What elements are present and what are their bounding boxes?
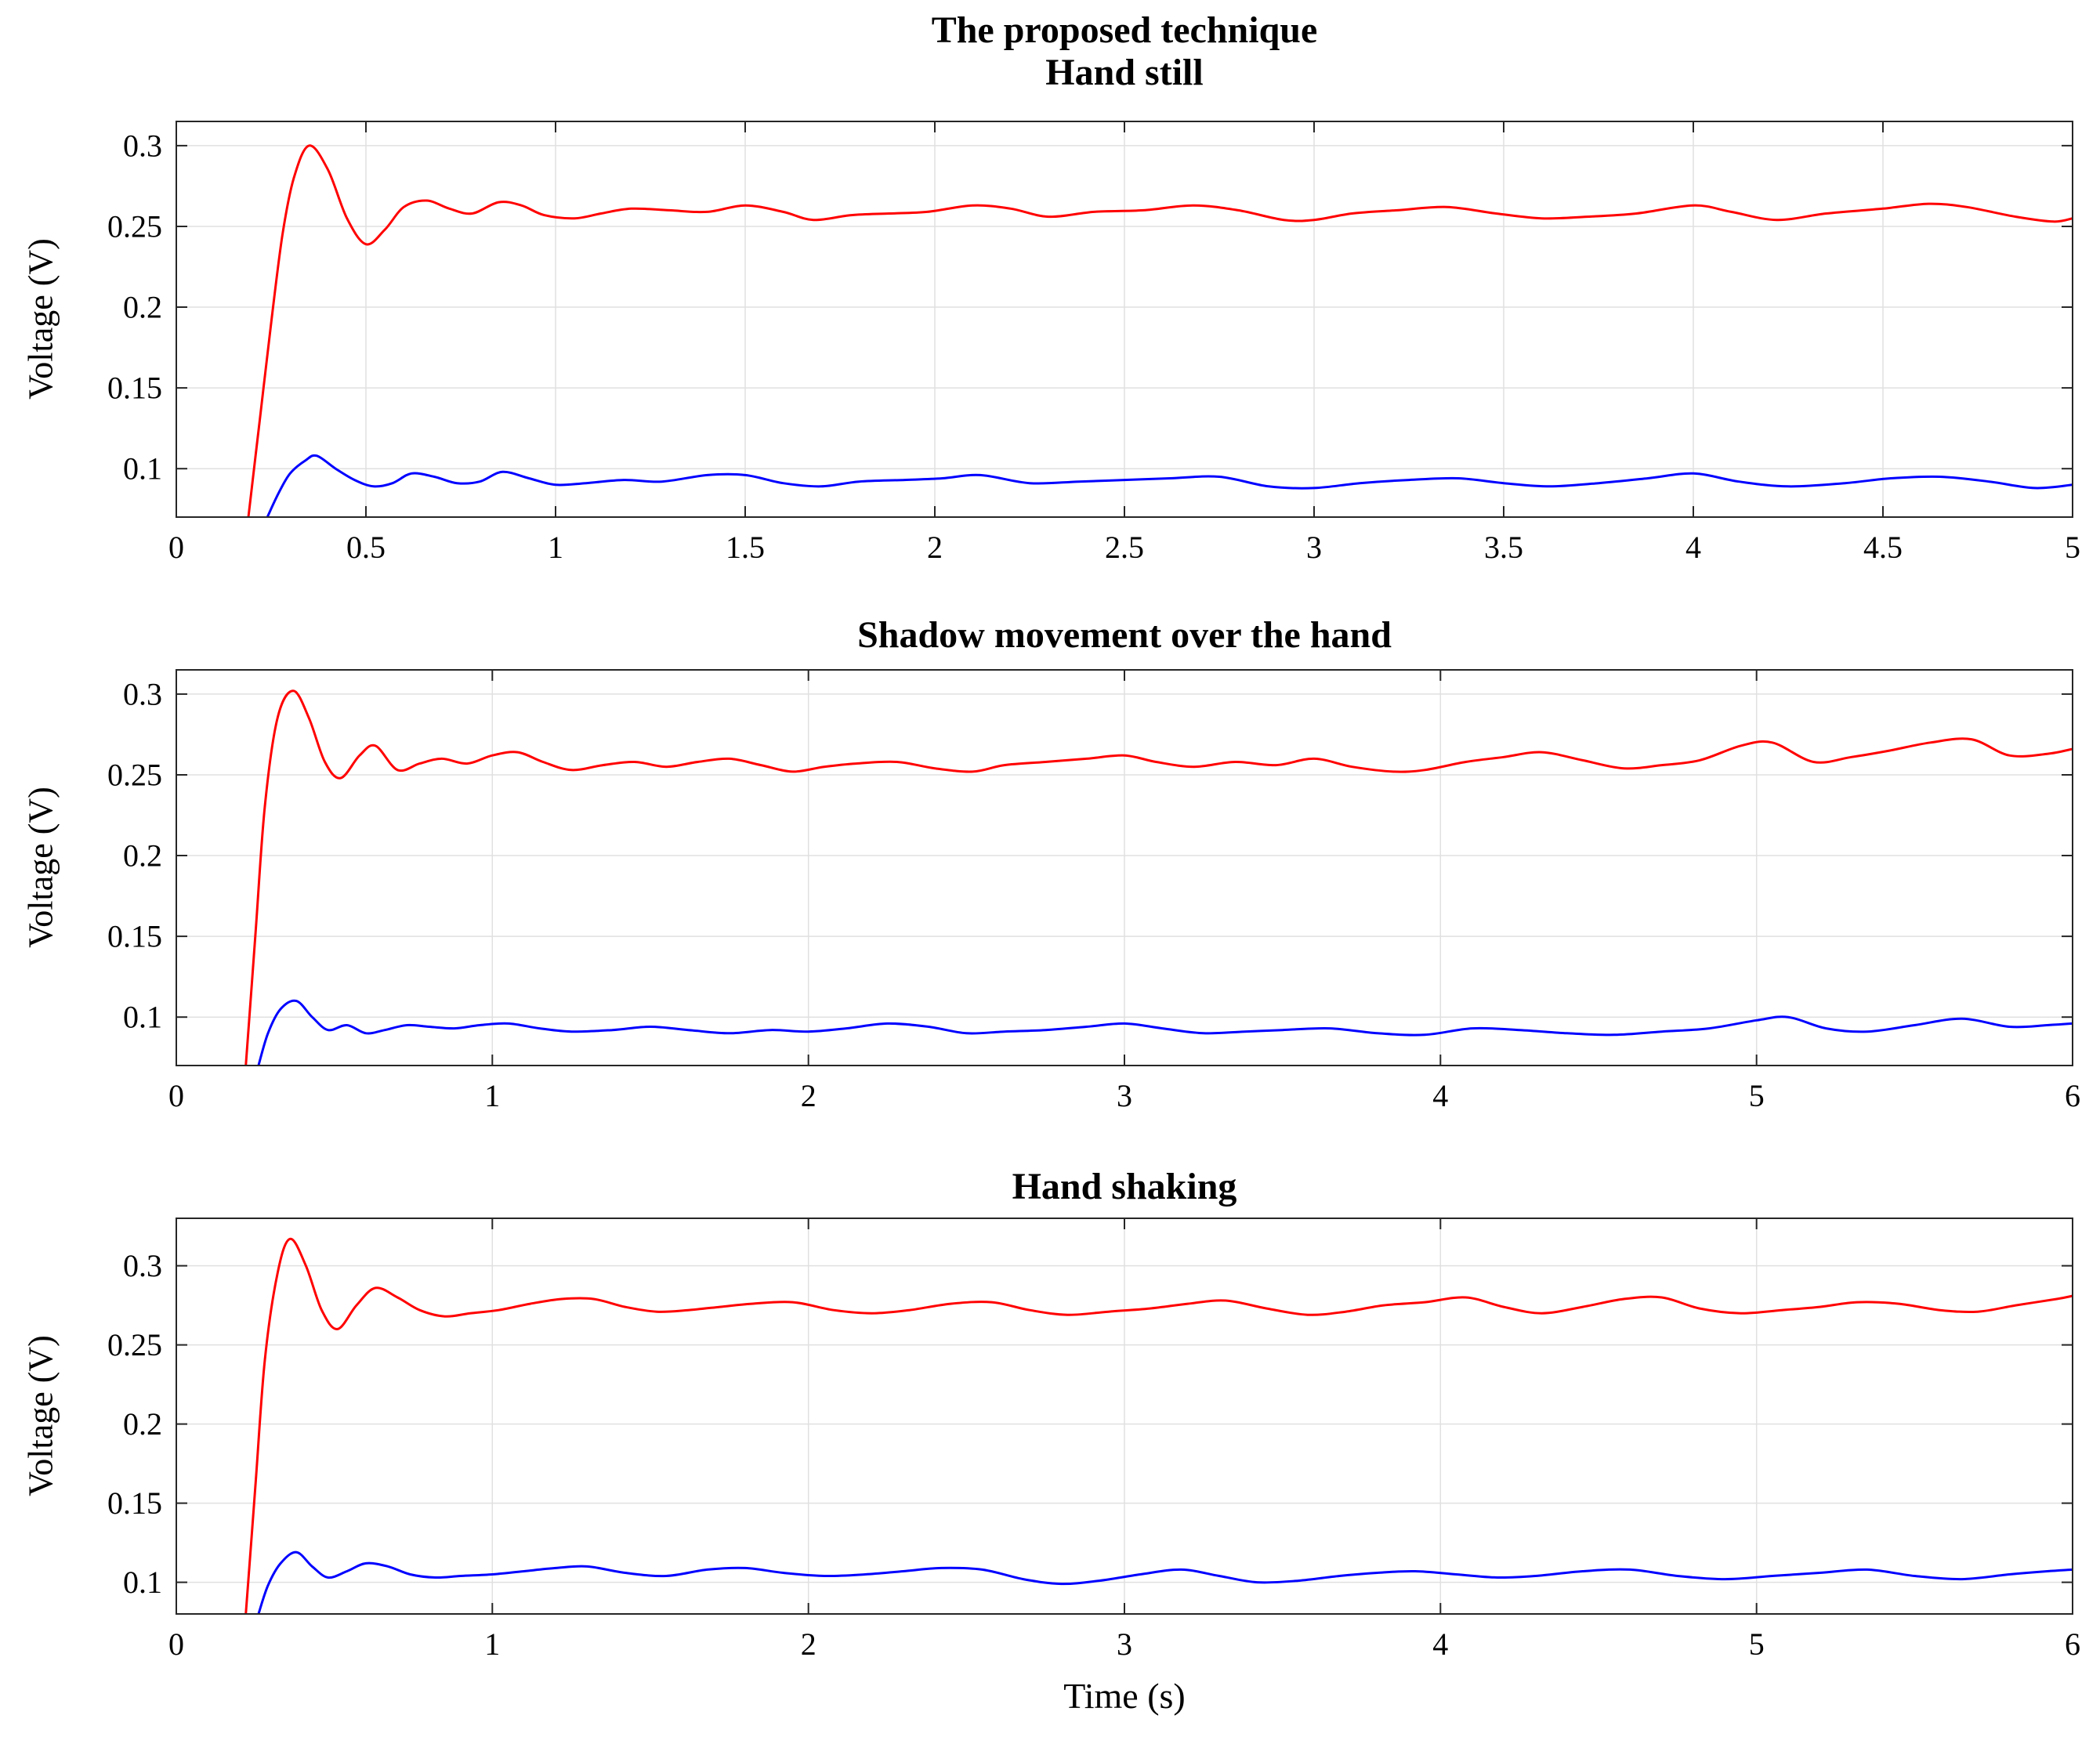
svg-text:0.2: 0.2 <box>123 1406 162 1442</box>
svg-text:2.5: 2.5 <box>1105 530 1144 565</box>
svg-text:1: 1 <box>484 1078 500 1113</box>
subplot2-title: Shadow movement over the hand <box>857 614 1392 656</box>
svg-text:0.25: 0.25 <box>107 209 162 244</box>
svg-text:0.5: 0.5 <box>346 530 386 565</box>
svg-text:0: 0 <box>168 530 184 565</box>
svg-text:0.15: 0.15 <box>107 371 162 406</box>
svg-text:0.1: 0.1 <box>123 451 162 487</box>
svg-text:0.25: 0.25 <box>107 1327 162 1362</box>
subplot1-title: Hand still <box>1045 51 1204 93</box>
figure-title: The proposed technique <box>931 9 1318 51</box>
svg-text:6: 6 <box>2065 1078 2080 1113</box>
svg-text:2: 2 <box>801 1078 816 1113</box>
svg-text:0.3: 0.3 <box>123 128 162 163</box>
svg-text:2: 2 <box>927 530 943 565</box>
svg-text:1.5: 1.5 <box>726 530 765 565</box>
subplot1-plot-area: 0 0.5 1 1.5 2 2.5 3 3.5 4 4.5 5 0.1 0.15 0.2 0.25 0.3 <box>107 121 2080 565</box>
svg-text:0.2: 0.2 <box>123 290 162 325</box>
svg-text:1: 1 <box>484 1626 500 1662</box>
svg-text:6: 6 <box>2065 1626 2080 1662</box>
svg-text:5: 5 <box>2065 530 2080 565</box>
x-axis-label: Time (s) <box>1063 1676 1186 1716</box>
svg-text:3: 3 <box>1117 1078 1132 1113</box>
subplot3-title-block: Hand shaking <box>176 1166 2073 1208</box>
subplot1-title-block: The proposed technique Hand still <box>176 9 2073 94</box>
svg-text:0.2: 0.2 <box>123 838 162 874</box>
svg-text:2: 2 <box>801 1626 816 1662</box>
svg-text:3.5: 3.5 <box>1484 530 1523 565</box>
subplot-hand-still: The proposed technique Hand still Voltag… <box>0 0 2100 580</box>
svg-text:5: 5 <box>1749 1626 1765 1662</box>
svg-text:4: 4 <box>1432 1078 1448 1113</box>
svg-text:3: 3 <box>1306 530 1322 565</box>
subplot3-title: Hand shaking <box>1012 1166 1237 1207</box>
svg-text:4: 4 <box>1685 530 1701 565</box>
subplot2-plot-area: 0 1 2 3 4 5 6 0.1 0.15 0.2 0.25 0.3 <box>107 669 2080 1113</box>
svg-text:0.15: 0.15 <box>107 1485 162 1521</box>
svg-text:3: 3 <box>1117 1626 1132 1662</box>
svg-text:0: 0 <box>168 1626 184 1662</box>
svg-text:1: 1 <box>548 530 563 565</box>
svg-text:5: 5 <box>1749 1078 1765 1113</box>
subplot-hand-shaking: Hand shaking Voltage (V) 0 1 2 3 4 5 6 0.1 0.15 0… <box>0 1128 2100 1744</box>
svg-text:0.25: 0.25 <box>107 758 162 793</box>
svg-text:4.5: 4.5 <box>1863 530 1903 565</box>
subplot2-title-block: Shadow movement over the hand <box>176 614 2073 657</box>
subplot3-plot-area: 0 1 2 3 4 5 6 0.1 0.15 0.2 0.25 0.3 <box>107 1218 2080 1662</box>
subplot-shadow-movement: Shadow movement over the hand Voltage (V… <box>0 580 2100 1128</box>
svg-text:0.1: 0.1 <box>123 1565 162 1600</box>
svg-text:4: 4 <box>1432 1626 1448 1662</box>
svg-text:0.3: 0.3 <box>123 676 162 711</box>
svg-text:0.15: 0.15 <box>107 919 162 954</box>
svg-text:0: 0 <box>168 1078 184 1113</box>
svg-text:0.1: 0.1 <box>123 1000 162 1035</box>
svg-text:0.3: 0.3 <box>123 1248 162 1283</box>
